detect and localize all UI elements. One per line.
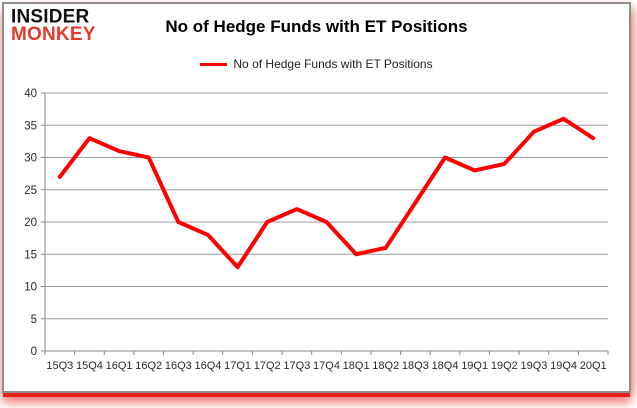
y-axis-label: 40 xyxy=(24,88,37,100)
x-axis-label: 16Q1 xyxy=(106,360,133,372)
y-axis-label: 35 xyxy=(24,120,37,132)
x-axis-label: 16Q2 xyxy=(135,360,162,372)
x-axis-label: 16Q4 xyxy=(195,360,222,372)
logo-line-monkey: MONKEY xyxy=(11,24,96,46)
x-axis-label: 19Q3 xyxy=(520,360,547,372)
x-axis-label: 19Q1 xyxy=(461,360,488,372)
x-axis-label: 19Q2 xyxy=(491,360,518,372)
legend-line-swatch xyxy=(200,62,228,66)
chart-title: No of Hedge Funds with ET Positions xyxy=(165,17,468,36)
x-axis-label: 17Q3 xyxy=(283,360,310,372)
y-axis-label: 20 xyxy=(24,217,37,229)
chart-frame: INSIDER MONKEY No of Hedge Funds with ET… xyxy=(2,2,631,393)
x-axis-label: 15Q3 xyxy=(46,360,73,372)
legend-label: No of Hedge Funds with ET Positions xyxy=(233,57,433,71)
series-line-et xyxy=(57,116,596,270)
x-axis-label: 15Q4 xyxy=(76,360,103,372)
x-axis-label: 18Q3 xyxy=(402,360,429,372)
y-axis-label: 5 xyxy=(31,314,37,326)
y-axis-label: 10 xyxy=(24,282,37,294)
y-axis-label: 15 xyxy=(24,249,37,261)
chart-legend: No of Hedge Funds with ET Positions xyxy=(4,57,629,71)
x-axis-label: 18Q1 xyxy=(343,360,370,372)
x-axis-label: 17Q4 xyxy=(313,360,340,372)
x-axis-label: 17Q2 xyxy=(254,360,281,372)
y-axis-label: 25 xyxy=(24,185,37,197)
insider-monkey-logo: INSIDER MONKEY xyxy=(11,5,96,46)
x-axis-label: 19Q4 xyxy=(550,360,577,372)
x-axis-label: 16Q3 xyxy=(165,360,192,372)
x-axis-label: 18Q2 xyxy=(372,360,399,372)
x-axis-label: 18Q4 xyxy=(432,360,459,372)
y-axis-label: 0 xyxy=(31,346,37,358)
x-axis-label: 20Q1 xyxy=(580,360,607,372)
chart-svg: 0 5 10 15 20 25 30 35 40 15Q3 15Q4 16Q1 16Q2 16Q3 16Q4… xyxy=(24,88,609,372)
logo-line-insider: INSIDER xyxy=(11,5,90,28)
x-axis-label: 17Q1 xyxy=(224,360,251,372)
y-axis-label: 30 xyxy=(24,153,37,165)
